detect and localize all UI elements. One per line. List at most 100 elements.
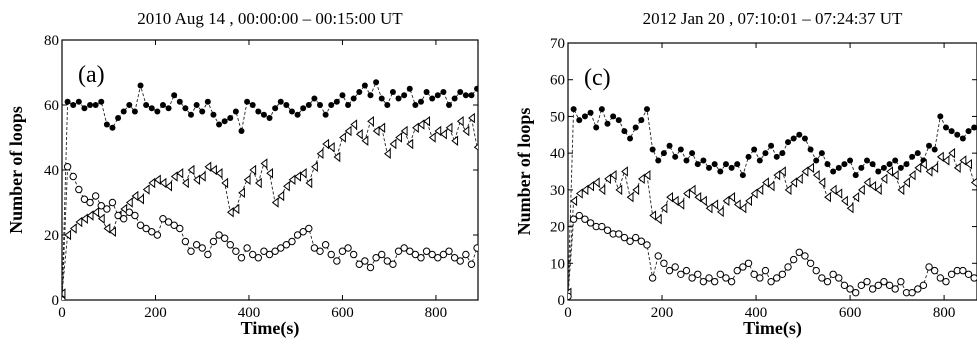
data-point-filled-circle <box>785 139 792 146</box>
data-point-open-circle <box>389 260 397 268</box>
data-point-open-triangle <box>807 162 815 174</box>
data-point-open-triangle <box>609 169 617 181</box>
data-point-filled-circle <box>244 98 251 105</box>
data-point-open-triangle <box>62 288 66 299</box>
data-point-filled-circle <box>182 105 189 112</box>
data-point-open-circle <box>260 247 268 255</box>
data-point-filled-circle <box>474 85 478 92</box>
data-point-filled-circle <box>238 128 245 134</box>
data-point-filled-circle <box>666 142 673 149</box>
data-point-open-triangle <box>637 173 645 185</box>
data-point-filled-circle <box>880 164 887 171</box>
data-point-open-triangle <box>316 148 324 159</box>
data-point-open-circle <box>959 266 967 275</box>
data-point-open-triangle <box>632 184 640 196</box>
data-point-open-circle <box>136 221 145 229</box>
data-point-open-circle <box>801 252 809 260</box>
data-point-open-circle <box>338 247 347 255</box>
data-point-open-circle <box>310 244 319 252</box>
data-point-open-circle <box>170 221 178 229</box>
data-point-filled-circle <box>672 153 679 160</box>
data-point-filled-circle <box>852 172 859 179</box>
data-point-filled-circle <box>389 89 396 95</box>
data-point-open-triangle <box>372 125 380 137</box>
data-point-open-triangle <box>852 191 860 203</box>
x-tick-label: 200 <box>144 305 167 321</box>
data-point-filled-circle <box>627 135 634 142</box>
data-point-open-circle <box>806 259 815 267</box>
data-point-filled-circle <box>188 111 195 118</box>
data-point-open-triangle <box>333 151 341 163</box>
data-point-open-triangle <box>936 151 944 163</box>
data-point-open-circle <box>857 281 866 290</box>
data-point-filled-circle <box>165 105 172 112</box>
data-point-open-circle <box>383 257 392 265</box>
data-point-open-triangle <box>468 112 475 124</box>
data-point-open-circle <box>840 281 849 290</box>
data-point-open-circle <box>344 244 352 252</box>
data-point-open-triangle <box>344 125 352 137</box>
data-point-open-circle <box>282 241 291 249</box>
data-point-open-triangle <box>226 207 234 218</box>
data-point-filled-circle <box>593 124 600 131</box>
data-point-open-circle <box>75 185 83 194</box>
data-point-open-circle <box>209 237 218 246</box>
data-point-open-triangle <box>733 199 741 210</box>
data-point-open-triangle <box>142 184 150 195</box>
data-point-open-triangle <box>137 194 144 205</box>
data-point-filled-circle <box>875 168 882 175</box>
plot-frame <box>567 42 977 301</box>
data-point-open-triangle <box>711 199 719 210</box>
data-point-open-triangle <box>677 199 685 210</box>
data-point-open-triangle <box>412 122 419 133</box>
chart-panel-a: 2010 Aug 14 , 00:00:00 – 00:15:00 UT 0 200… <box>6 9 479 339</box>
series-1-line <box>62 116 478 294</box>
data-point-filled-circle <box>937 113 944 120</box>
data-point-filled-circle <box>232 108 239 115</box>
data-point-open-triangle <box>473 143 478 151</box>
data-point-filled-circle <box>367 92 374 99</box>
data-point-filled-circle <box>283 102 290 108</box>
data-point-filled-circle <box>333 98 340 105</box>
data-point-open-circle <box>868 285 877 293</box>
data-point-open-triangle <box>750 188 758 199</box>
data-point-filled-circle <box>451 95 458 102</box>
data-point-open-triangle <box>350 119 358 130</box>
data-point-filled-circle <box>942 124 949 131</box>
data-point-filled-circle <box>632 124 639 131</box>
y-axis-label: Number of loops <box>514 108 534 236</box>
data-point-filled-circle <box>373 79 380 86</box>
data-point-filled-circle <box>830 168 837 175</box>
data-point-open-triangle <box>897 184 905 196</box>
y-tick-label: 80 <box>44 33 59 49</box>
data-point-filled-circle <box>81 105 88 112</box>
plot-area <box>62 79 478 300</box>
data-point-open-triangle <box>440 129 447 140</box>
data-point-open-triangle <box>643 169 651 181</box>
data-point-open-circle <box>103 205 111 213</box>
data-point-filled-circle <box>401 92 408 99</box>
data-point-open-circle <box>812 266 820 275</box>
data-point-open-triangle <box>462 125 470 137</box>
data-point-filled-circle <box>417 98 424 105</box>
data-point-filled-circle <box>615 117 622 124</box>
x-tick-label: 800 <box>425 305 448 321</box>
data-point-open-circle <box>198 244 206 252</box>
data-point-open-circle <box>919 281 928 290</box>
data-point-open-circle <box>631 233 640 242</box>
data-point-filled-circle <box>604 120 611 127</box>
data-point-open-circle <box>727 277 736 286</box>
data-point-filled-circle <box>581 113 588 120</box>
data-point-open-triangle <box>728 191 736 203</box>
data-point-filled-circle <box>216 121 223 128</box>
data-point-filled-circle <box>322 111 329 118</box>
data-point-open-circle <box>181 237 190 246</box>
data-point-open-triangle <box>182 177 189 189</box>
data-point-open-triangle <box>649 210 657 221</box>
data-point-open-circle <box>97 202 105 210</box>
data-point-filled-circle <box>683 157 690 164</box>
data-point-open-triangle <box>660 202 668 214</box>
data-point-open-circle <box>885 281 894 290</box>
data-point-open-circle <box>243 244 251 252</box>
data-point-open-triangle <box>818 177 826 188</box>
